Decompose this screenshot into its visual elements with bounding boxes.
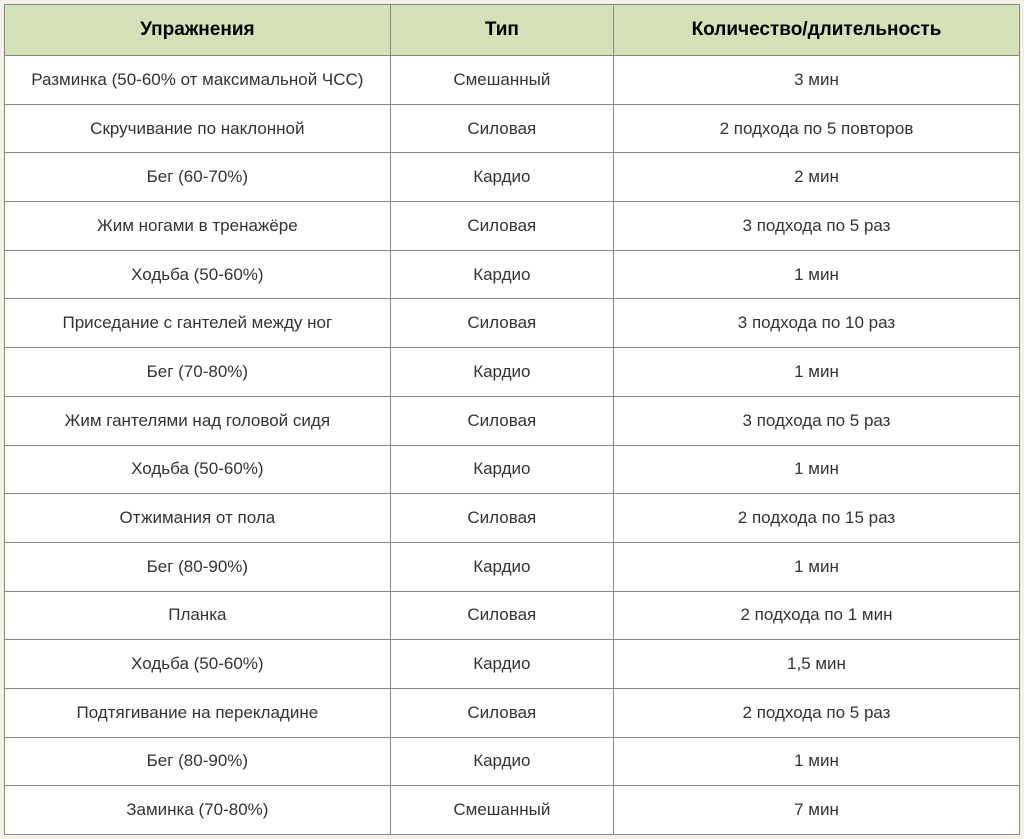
cell-count: 3 подхода по 5 раз: [613, 202, 1019, 251]
cell-exercise: Бег (60-70%): [5, 153, 391, 202]
cell-exercise: Приседание с гантелей между ног: [5, 299, 391, 348]
cell-count: 2 подхода по 5 повторов: [613, 104, 1019, 153]
cell-type: Смешанный: [390, 786, 613, 835]
cell-type: Смешанный: [390, 56, 613, 105]
table-row: Ходьба (50-60%) Кардио 1 мин: [5, 445, 1020, 494]
table-row: Бег (60-70%) Кардио 2 мин: [5, 153, 1020, 202]
cell-type: Силовая: [390, 202, 613, 251]
cell-count: 2 подхода по 1 мин: [613, 591, 1019, 640]
cell-type: Кардио: [390, 250, 613, 299]
cell-count: 1 мин: [613, 737, 1019, 786]
table-row: Приседание с гантелей между ног Силовая …: [5, 299, 1020, 348]
cell-exercise: Ходьба (50-60%): [5, 250, 391, 299]
cell-type: Кардио: [390, 348, 613, 397]
table-row: Бег (80-90%) Кардио 1 мин: [5, 542, 1020, 591]
cell-count: 3 мин: [613, 56, 1019, 105]
cell-exercise: Бег (70-80%): [5, 348, 391, 397]
cell-type: Силовая: [390, 494, 613, 543]
workout-table: Упражнения Тип Количество/длительность Р…: [4, 4, 1020, 835]
cell-exercise: Отжимания от пола: [5, 494, 391, 543]
cell-exercise: Бег (80-90%): [5, 737, 391, 786]
table-body: Разминка (50-60% от максимальной ЧСС) См…: [5, 56, 1020, 835]
cell-exercise: Скручивание по наклонной: [5, 104, 391, 153]
table-row: Ходьба (50-60%) Кардио 1,5 мин: [5, 640, 1020, 689]
table-row: Отжимания от пола Силовая 2 подхода по 1…: [5, 494, 1020, 543]
cell-count: 2 подхода по 5 раз: [613, 688, 1019, 737]
cell-exercise: Ходьба (50-60%): [5, 445, 391, 494]
cell-exercise: Бег (80-90%): [5, 542, 391, 591]
cell-type: Кардио: [390, 737, 613, 786]
cell-exercise: Планка: [5, 591, 391, 640]
table-row: Ходьба (50-60%) Кардио 1 мин: [5, 250, 1020, 299]
column-header-type: Тип: [390, 5, 613, 56]
cell-exercise: Разминка (50-60% от максимальной ЧСС): [5, 56, 391, 105]
table-row: Бег (70-80%) Кардио 1 мин: [5, 348, 1020, 397]
table-row: Планка Силовая 2 подхода по 1 мин: [5, 591, 1020, 640]
table-row: Разминка (50-60% от максимальной ЧСС) См…: [5, 56, 1020, 105]
cell-type: Кардио: [390, 153, 613, 202]
cell-type: Силовая: [390, 591, 613, 640]
cell-type: Кардио: [390, 445, 613, 494]
cell-count: 1 мин: [613, 445, 1019, 494]
cell-exercise: Заминка (70-80%): [5, 786, 391, 835]
cell-exercise: Ходьба (50-60%): [5, 640, 391, 689]
cell-count: 7 мин: [613, 786, 1019, 835]
table-row: Жим гантелями над головой сидя Силовая 3…: [5, 396, 1020, 445]
cell-type: Силовая: [390, 104, 613, 153]
cell-count: 1 мин: [613, 542, 1019, 591]
column-header-count: Количество/длительность: [613, 5, 1019, 56]
table-row: Подтягивание на перекладине Силовая 2 по…: [5, 688, 1020, 737]
cell-count: 1 мин: [613, 348, 1019, 397]
cell-count: 1 мин: [613, 250, 1019, 299]
table-row: Скручивание по наклонной Силовая 2 подхо…: [5, 104, 1020, 153]
cell-exercise: Жим гантелями над головой сидя: [5, 396, 391, 445]
cell-exercise: Подтягивание на перекладине: [5, 688, 391, 737]
cell-type: Силовая: [390, 688, 613, 737]
table-header-row: Упражнения Тип Количество/длительность: [5, 5, 1020, 56]
cell-type: Силовая: [390, 396, 613, 445]
cell-count: 1,5 мин: [613, 640, 1019, 689]
table-row: Жим ногами в тренажёре Силовая 3 подхода…: [5, 202, 1020, 251]
cell-type: Силовая: [390, 299, 613, 348]
cell-exercise: Жим ногами в тренажёре: [5, 202, 391, 251]
column-header-exercise: Упражнения: [5, 5, 391, 56]
cell-count: 2 мин: [613, 153, 1019, 202]
cell-count: 3 подхода по 5 раз: [613, 396, 1019, 445]
cell-type: Кардио: [390, 640, 613, 689]
cell-count: 2 подхода по 15 раз: [613, 494, 1019, 543]
cell-count: 3 подхода по 10 раз: [613, 299, 1019, 348]
table-row: Бег (80-90%) Кардио 1 мин: [5, 737, 1020, 786]
table-row: Заминка (70-80%) Смешанный 7 мин: [5, 786, 1020, 835]
cell-type: Кардио: [390, 542, 613, 591]
